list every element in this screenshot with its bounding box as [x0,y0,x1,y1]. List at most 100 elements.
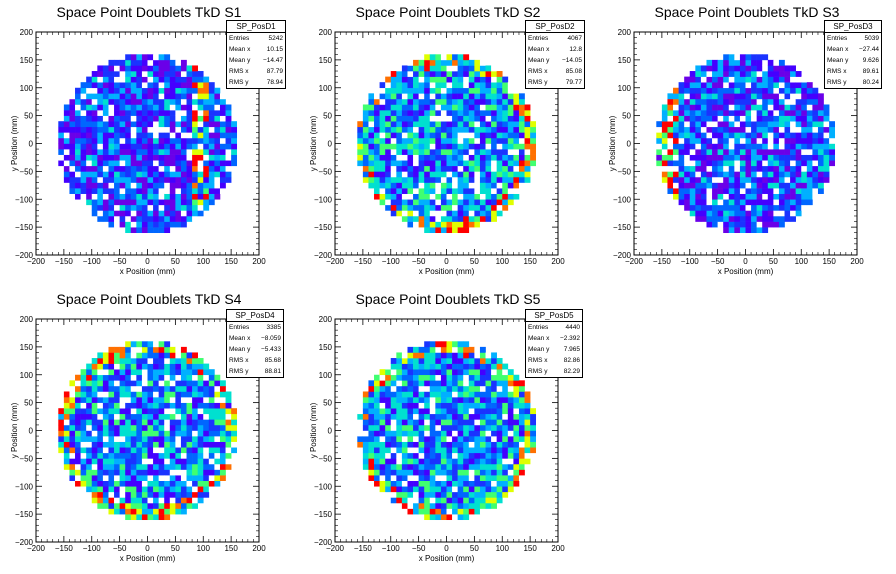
heatmap-cell [374,93,380,100]
heatmap-cell [130,436,137,442]
heatmap-cell [440,59,447,66]
heatmap-cell [485,502,492,509]
heatmap-cell [767,154,774,161]
heatmap-cell [102,210,109,217]
heatmap-cell [485,137,492,144]
heatmap-cell [153,54,159,61]
heatmap-cell [440,65,447,72]
heatmap-cell [440,132,447,139]
heatmap-cell [684,115,691,122]
heatmap-cell [474,475,481,481]
heatmap-cell [468,182,475,189]
heatmap-cell [63,121,70,128]
heatmap-cell [136,104,143,111]
heatmap-cell [457,54,464,61]
heatmap-cell [153,104,159,111]
heatmap-cell [773,176,780,183]
heatmap-cell [784,65,791,72]
heatmap-cell [485,82,492,89]
heatmap-cell [119,374,126,381]
heatmap-cell [530,430,537,437]
heatmap-cell [164,408,171,415]
heatmap-cell [485,430,492,437]
heatmap-cell [175,358,182,364]
heatmap-cell [700,137,707,144]
heatmap-cell [756,137,763,144]
heatmap-cell [130,82,137,89]
heatmap-cell [390,380,397,387]
heatmap-cell [418,204,425,211]
heatmap-cell [208,93,215,100]
heatmap-cell [175,391,182,398]
heatmap-cell [778,182,785,189]
heatmap-cell [452,430,458,437]
heatmap-cell [136,126,143,133]
heatmap-cell [728,121,735,128]
heatmap-cell [784,204,791,211]
heatmap-cell [446,447,453,454]
heatmap-cell [63,115,70,122]
heatmap-cell [418,165,425,172]
heatmap-cell [368,98,375,105]
heatmap-cell [530,413,537,420]
heatmap-cell [91,210,98,217]
heatmap-cell [169,76,176,83]
heatmap-cell [379,402,386,409]
heatmap-cell [751,193,757,200]
heatmap-cell [169,497,176,504]
heatmap-cell [153,374,159,381]
heatmap-cell [689,143,696,150]
heatmap-cell [446,352,453,359]
heatmap-cell [767,160,774,167]
heatmap-cell [158,352,165,359]
heatmap-cell [379,165,386,172]
heatmap-cell [673,154,679,161]
heatmap-cell [396,475,403,481]
heatmap-cell [801,165,808,172]
heatmap-cell [673,132,679,139]
heatmap-cell [407,98,414,105]
heatmap-cell [678,182,685,189]
heatmap-cell [795,176,802,183]
heatmap-cell [203,397,210,403]
heatmap-cell [136,59,143,66]
heatmap-cell [390,154,397,161]
heatmap-cell [114,132,120,139]
heatmap-cell [440,215,447,222]
heatmap-cell [379,441,386,448]
heatmap-cell [203,424,210,431]
heatmap-cell [379,93,386,100]
heatmap-cell [147,110,154,116]
heatmap-cell [214,447,221,454]
heatmap-cell [468,65,475,72]
heatmap-cell [407,475,414,481]
heatmap-cell [468,104,475,111]
heatmap-cell [130,154,137,161]
heatmap-cell [739,65,746,72]
heatmap-cell [192,385,198,392]
heatmap-cell [63,104,70,111]
heatmap-cell [739,93,746,100]
heatmap-cell [790,115,796,122]
heatmap-cell [158,137,165,144]
heatmap-cell [518,413,525,420]
heatmap-cell [745,132,752,139]
heatmap-cell [656,154,663,161]
heatmap-cell [119,385,126,392]
heatmap-cell [141,182,148,189]
heatmap-cell [69,419,76,426]
heatmap-cell [75,98,81,105]
heatmap-cell [424,458,431,465]
heatmap-cell [502,110,509,116]
heatmap-cell [491,447,497,454]
heatmap-cell [180,154,187,161]
heatmap-cell [147,93,154,100]
heatmap-cell [136,380,143,387]
heatmap-cell [440,93,447,100]
heatmap-cell [108,424,115,431]
heatmap-cell [530,160,537,167]
heatmap-cell [479,441,486,448]
heatmap-cell [119,346,126,353]
heatmap-cell [661,171,668,178]
heatmap-cell [806,149,813,155]
